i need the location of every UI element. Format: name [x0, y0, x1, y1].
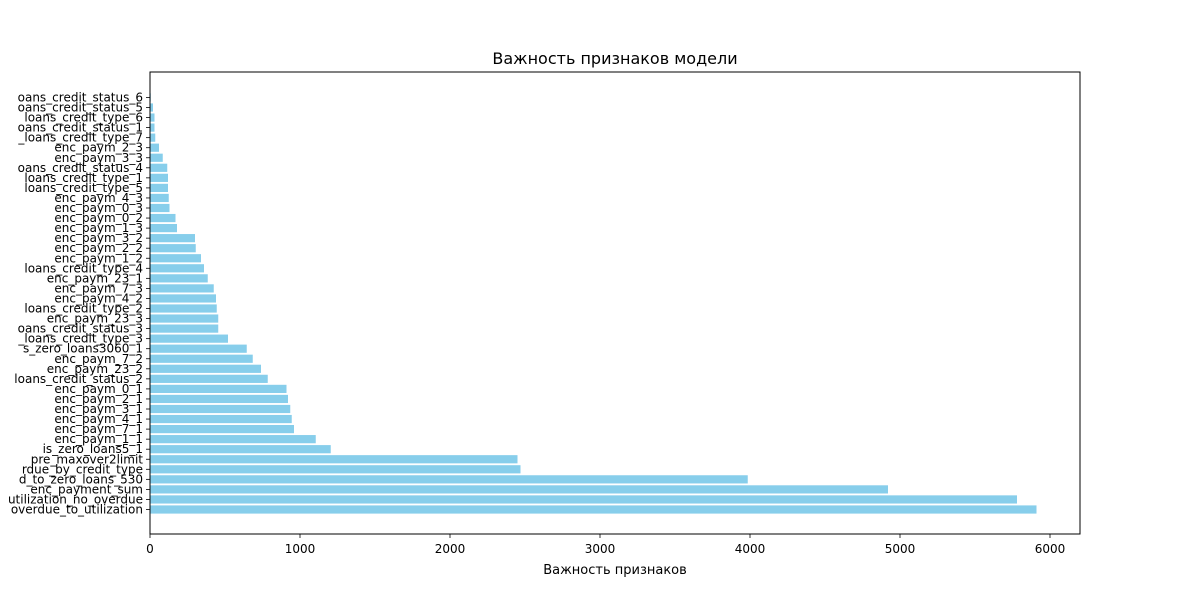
y-axis-ticks: overdue_to_utilizationutilization_no_ove…: [8, 90, 150, 517]
y-tick-label: d_to_zero_loans_530: [19, 472, 143, 486]
y-tick-label: enc_paym_3_3: [54, 151, 143, 165]
bar: [150, 224, 177, 233]
y-tick-label: enc_paym_23_3: [47, 312, 143, 326]
bar: [150, 103, 153, 112]
y-tick-label: _loans_credit_type_3: [17, 332, 143, 346]
plot-frame: [149, 71, 1081, 535]
y-tick-label: enc_paym_3_2: [54, 231, 143, 245]
y-tick-label: rdue_by_credit_type: [22, 462, 143, 476]
y-tick-label: enc_paym_1_1: [54, 432, 143, 446]
x-tick-label: 3000: [585, 542, 616, 556]
y-tick-label: enc_paym_4_3: [54, 191, 143, 205]
y-tick-label: enc_paym_0_3: [54, 201, 143, 215]
bar: [150, 244, 196, 253]
y-tick-label: pre_maxover2limit: [31, 452, 144, 466]
y-tick-label: loans_credit_status_2: [14, 372, 143, 386]
y-tick-label: loans_credit_type_5: [24, 181, 143, 195]
y-tick-label: oans_credit_status_6: [18, 90, 143, 104]
y-tick-label: oans_credit_status_5: [18, 101, 143, 115]
y-tick-label: enc_paym_2_3: [54, 141, 143, 155]
y-tick-label: enc_paym_4_2: [54, 291, 143, 305]
bar: [150, 404, 291, 414]
bar: [150, 234, 195, 243]
x-tick-label: 6000: [1035, 542, 1066, 556]
bar: [150, 364, 261, 373]
bar: [150, 304, 217, 313]
bar: [150, 314, 219, 323]
bar: [150, 455, 518, 464]
x-tick-label: 0: [146, 542, 154, 556]
y-tick-label: enc_paym_7_1: [54, 422, 143, 436]
y-tick-label: enc_paym_1_2: [54, 251, 143, 265]
y-tick-label: enc_paym_4_1: [54, 412, 143, 426]
y-tick-label: enc_paym_23_1: [47, 271, 143, 285]
y-tick-label: _loans_credit_type_7: [17, 131, 143, 145]
bar: [150, 394, 288, 404]
y-tick-label: enc_paym_23_2: [47, 362, 143, 376]
y-tick-label: oans_credit_status_3: [18, 322, 143, 336]
x-tick-label: 4000: [735, 542, 766, 556]
y-tick-label: enc_paym_0_1: [54, 382, 143, 396]
y-tick-label: is_zero_loans5_1: [43, 442, 143, 456]
y-tick-label: loans_credit_type_1: [24, 171, 143, 185]
bar: [150, 163, 168, 172]
y-tick-label: enc_paym_0_2: [54, 211, 143, 225]
bar: [150, 485, 888, 494]
bar: [150, 344, 247, 353]
y-tick-label: overdue_to_utilization: [11, 503, 143, 517]
y-tick-label: enc_paym_3_1: [54, 402, 143, 416]
chart-title: Важность признаков модели: [492, 49, 737, 68]
x-tick-label: 1000: [285, 542, 316, 556]
x-axis-label: Важность признаков: [543, 563, 687, 578]
y-tick-label: oans_credit_status_1: [18, 121, 143, 135]
bar: [150, 334, 228, 343]
bar: [150, 123, 155, 132]
bar: [150, 203, 170, 213]
bar: [150, 435, 316, 444]
x-tick-label: 5000: [885, 542, 916, 556]
bars-group: [150, 93, 1037, 514]
bar: [150, 495, 1017, 504]
bar: [150, 475, 748, 484]
bar: [150, 133, 156, 142]
y-tick-label: enc_payment_sum: [30, 482, 143, 496]
y-tick-label: enc_paym_2_1: [54, 392, 143, 406]
bar: [150, 374, 268, 383]
bar: [150, 143, 159, 152]
bar: [150, 445, 331, 454]
y-tick-label: loans_credit_type_4: [24, 261, 143, 275]
bar: [150, 173, 168, 182]
y-tick-label: utilization_no_overdue: [8, 492, 143, 506]
x-tick-label: 2000: [435, 542, 466, 556]
bar: [150, 193, 169, 203]
y-tick-label: loans_credit_type_6: [24, 111, 143, 125]
bar: [150, 254, 201, 263]
y-tick-label: enc_paym_2_2: [54, 241, 143, 255]
x-axis-ticks: 0 1000 2000 3000 4000 5000 6000: [146, 534, 1065, 556]
bar: [150, 324, 219, 333]
bar: [150, 354, 253, 363]
y-tick-label: oans_credit_status_4: [18, 161, 143, 175]
y-tick-label: s_zero_loans3060_1: [23, 342, 143, 356]
bar: [150, 264, 204, 273]
y-tick-label: enc_paym_7_2: [54, 352, 143, 366]
y-tick-label: loans_credit_type_2: [24, 302, 143, 316]
bar: [150, 465, 521, 474]
bar: [150, 505, 1037, 514]
bar: [150, 183, 168, 192]
bar: [150, 213, 176, 223]
bar: [150, 274, 208, 283]
bar: [150, 384, 287, 393]
bar: [150, 153, 163, 162]
bar: [150, 425, 294, 434]
bar: [150, 294, 216, 303]
bar: [150, 284, 214, 293]
y-tick-label: enc_paym_1_3: [54, 221, 143, 235]
y-tick-label: enc_paym_7_3: [54, 281, 143, 295]
bar: [150, 414, 292, 424]
bar: [150, 113, 155, 122]
